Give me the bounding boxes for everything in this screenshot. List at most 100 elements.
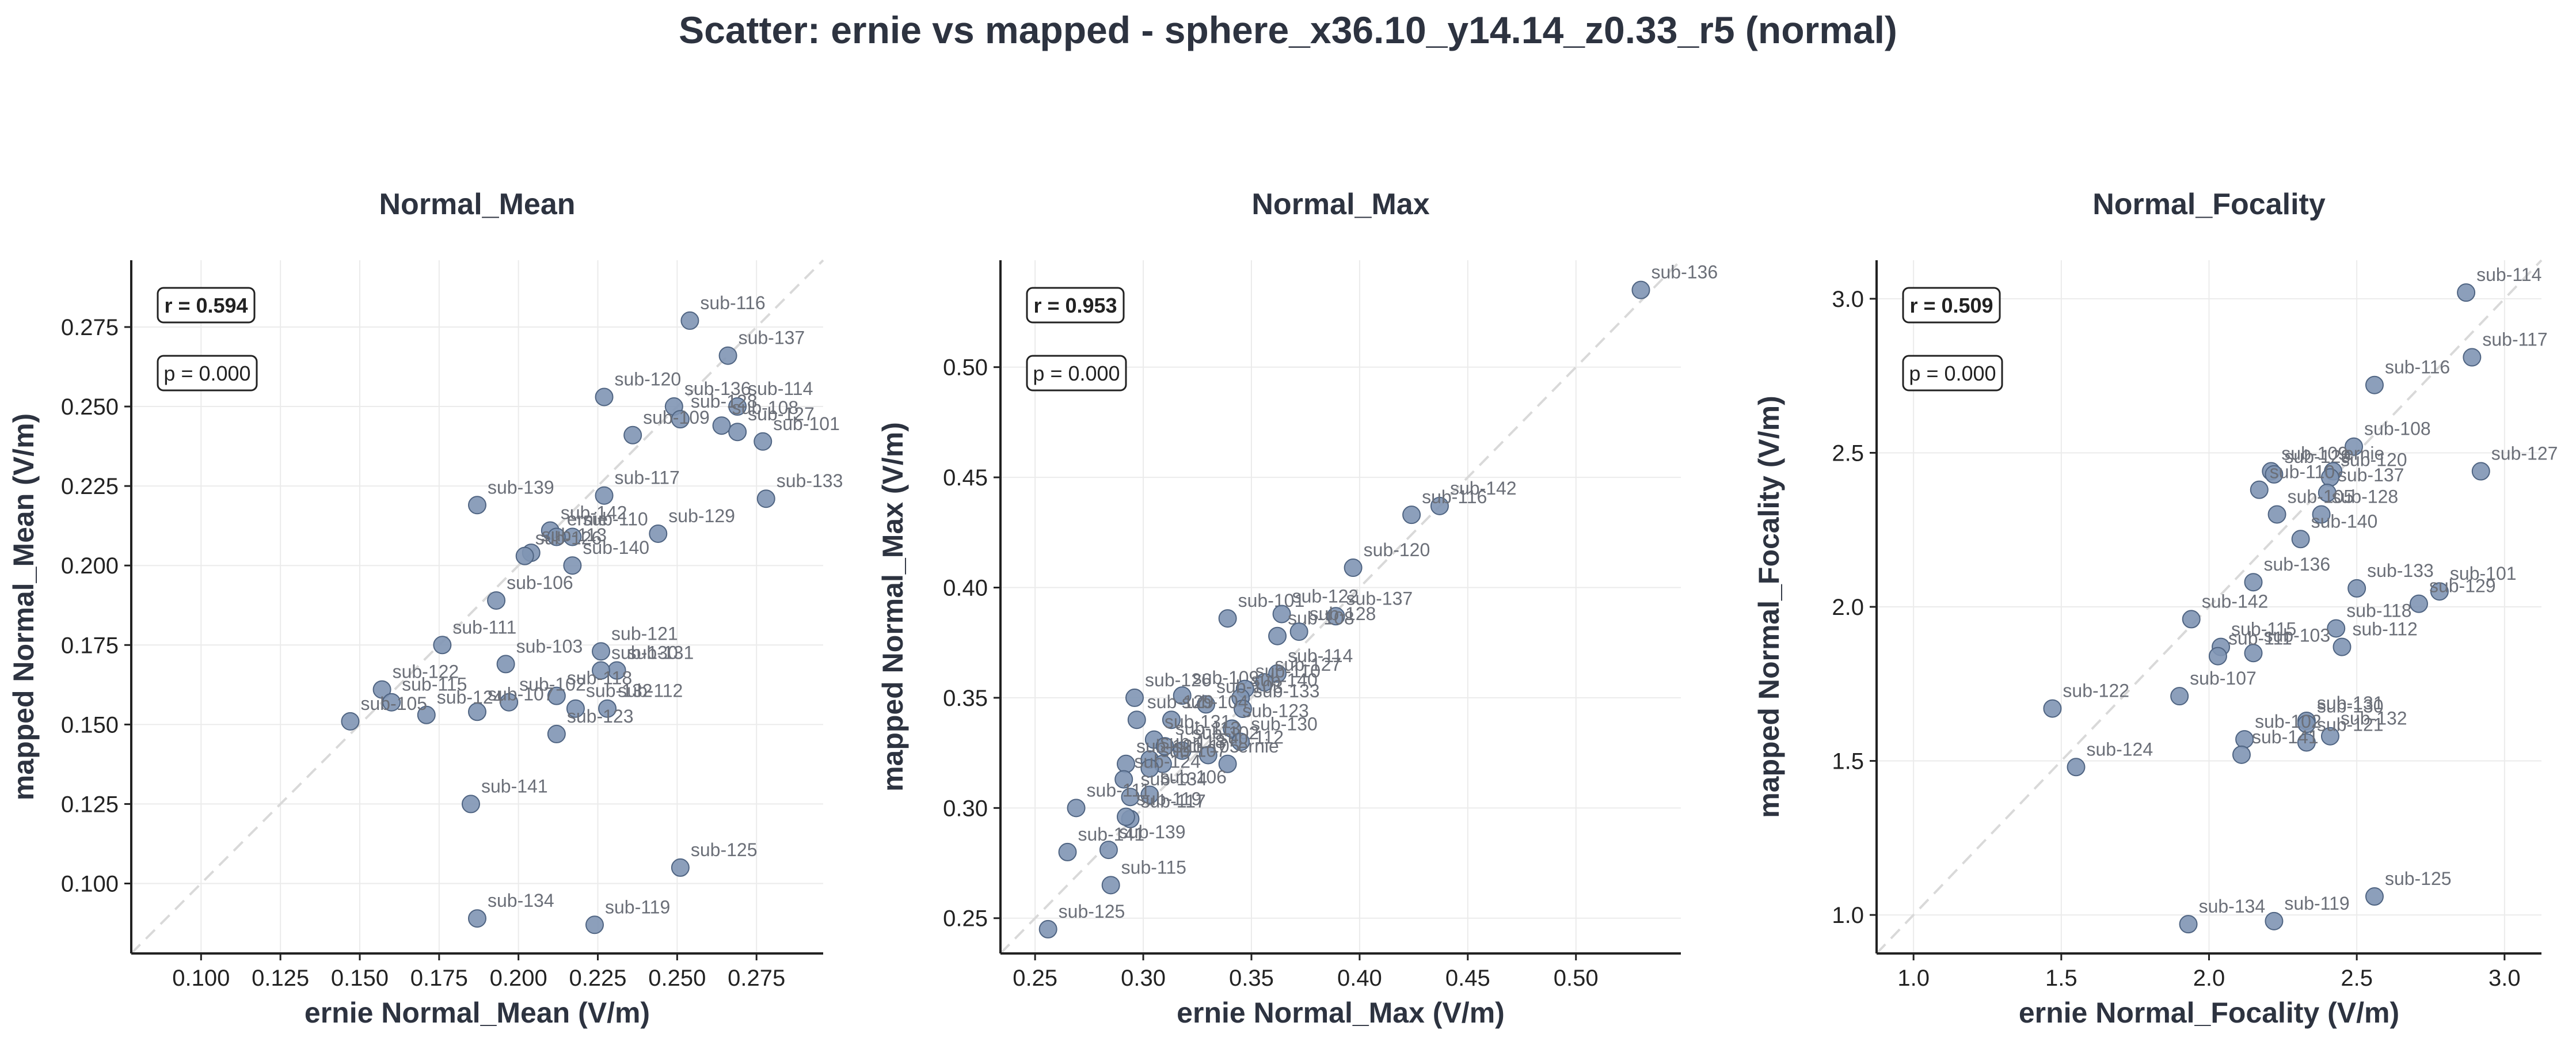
scatter-point: [2179, 915, 2198, 934]
scatter-point: [433, 636, 452, 655]
scatter-point: [2265, 911, 2284, 930]
x-axis-label: ernie Normal_Max (V/m): [1177, 997, 1505, 1029]
scatter-point: [547, 527, 566, 546]
y-tick-label: 2.5: [1832, 440, 1864, 466]
point-label: sub-121: [611, 623, 678, 644]
scatter-point: [1140, 785, 1159, 804]
point-label: sub-118: [567, 668, 632, 689]
x-tick-label: 0.100: [172, 966, 230, 991]
scatter-point: [1038, 919, 1057, 938]
identity-line: [999, 259, 1682, 955]
point-label: sub-142: [2202, 591, 2269, 611]
scatter-point: [1255, 673, 1274, 692]
scatter-point: [1116, 754, 1135, 773]
point-label: sub-115: [2231, 619, 2296, 640]
x-tick-label: 2.0: [2193, 966, 2225, 991]
point-label: sub-117: [615, 468, 680, 488]
scatter-point: [1402, 506, 1421, 525]
y-tick-label: 0.35: [943, 686, 988, 711]
point-label: sub-126: [1145, 670, 1212, 690]
point-label: sub-124: [1134, 751, 1201, 772]
scatter-point: [2430, 582, 2449, 601]
point-label: sub-103: [1216, 676, 1283, 697]
scatter-point: [1326, 607, 1345, 626]
scatter-point: [1218, 609, 1237, 628]
scatter-point: [2182, 610, 2201, 629]
point-label: sub-115: [402, 674, 467, 695]
point-label: sub-112: [2353, 619, 2418, 640]
point-label: sub-108: [2364, 419, 2431, 439]
scatter-point: [382, 693, 401, 712]
annotation-text: r = 0.509: [1909, 294, 1993, 317]
x-tick-label: 0.225: [569, 966, 626, 991]
point-label: sub-139: [1119, 822, 1186, 842]
point-label: sub-110: [2270, 462, 2335, 482]
y-tick-label: 1.0: [1832, 903, 1864, 928]
scatter-point: [754, 432, 773, 451]
scatter-point: [2457, 283, 2476, 302]
x-tick-label: 0.150: [331, 966, 389, 991]
scatter-point: [2333, 637, 2351, 656]
point-label: sub-130: [2317, 696, 2384, 716]
annotation-box: [1902, 355, 2003, 392]
scatter-point: [2244, 573, 2263, 592]
scatter-point: [461, 795, 480, 814]
point-label: sub-131: [627, 642, 694, 663]
point-label: sub-128: [1310, 603, 1376, 624]
x-tick-label: 0.25: [1013, 966, 1057, 991]
scatter-point: [2463, 348, 2482, 367]
y-tick-label: 3.0: [1832, 287, 1864, 312]
point-label: sub-113: [542, 525, 607, 545]
scatter-point: [1231, 732, 1250, 751]
point-label: sub-120: [2341, 449, 2407, 470]
y-tick-label: 0.125: [61, 792, 119, 817]
scatter-point: [2250, 480, 2269, 499]
scatter-point: [2365, 887, 2384, 906]
scatter-point: [566, 699, 585, 718]
point-label: sub-136: [684, 378, 751, 399]
point-label: sub-111: [1087, 780, 1151, 800]
y-axis-label: mapped Normal_Max (V/m): [877, 422, 909, 792]
scatter-point: [468, 496, 486, 515]
scatter-point: [2409, 594, 2428, 613]
y-tick-label: 0.250: [61, 394, 119, 420]
scatter-point: [2235, 730, 2254, 749]
annotation-text: p = 0.000: [163, 362, 250, 385]
y-tick-label: 0.200: [61, 553, 119, 579]
scatter-point: [1289, 622, 1308, 641]
point-label: sub-106: [507, 572, 573, 593]
scatter-point: [515, 546, 534, 565]
x-tick-label: 1.0: [1897, 966, 1930, 991]
point-label: sub-112: [618, 681, 683, 701]
scatter-point: [2327, 619, 2346, 638]
scatter-point: [1125, 688, 1144, 707]
point-label: sub-127: [2491, 443, 2558, 464]
scatter-point: [2170, 687, 2189, 706]
point-label: sub-132: [2341, 708, 2407, 729]
point-label: sub-116: [2385, 357, 2450, 378]
point-label: sub-139: [488, 477, 554, 497]
scatter-point: [1058, 842, 1077, 861]
point-label: sub-126: [535, 528, 602, 549]
point-label: sub-104: [1182, 691, 1249, 712]
point-label: sub-116: [1422, 487, 1487, 507]
scatter-point: [623, 425, 642, 444]
point-label: sub-110: [1255, 661, 1321, 682]
scatter-point: [595, 387, 614, 406]
scatter-point: [2232, 745, 2251, 764]
point-label: sub-141: [1078, 824, 1145, 845]
scatter-point: [1099, 841, 1118, 860]
scatter-point: [1127, 710, 1146, 729]
correlation-annotation: r = 0.594: [157, 287, 256, 324]
point-label: sub-125: [1059, 901, 1125, 922]
point-label: sub-107: [488, 683, 554, 704]
x-tick-label: 0.125: [252, 966, 309, 991]
point-label: sub-133: [2367, 560, 2434, 581]
point-label: sub-114: [748, 378, 813, 399]
point-label: sub-134: [488, 890, 554, 911]
scatter-point: [563, 556, 582, 575]
scatter-point: [595, 486, 614, 505]
y-axis-label: mapped Normal_Focality (V/m): [1753, 396, 1785, 818]
scatter-point: [1268, 664, 1287, 683]
point-label: sub-116: [700, 292, 765, 313]
